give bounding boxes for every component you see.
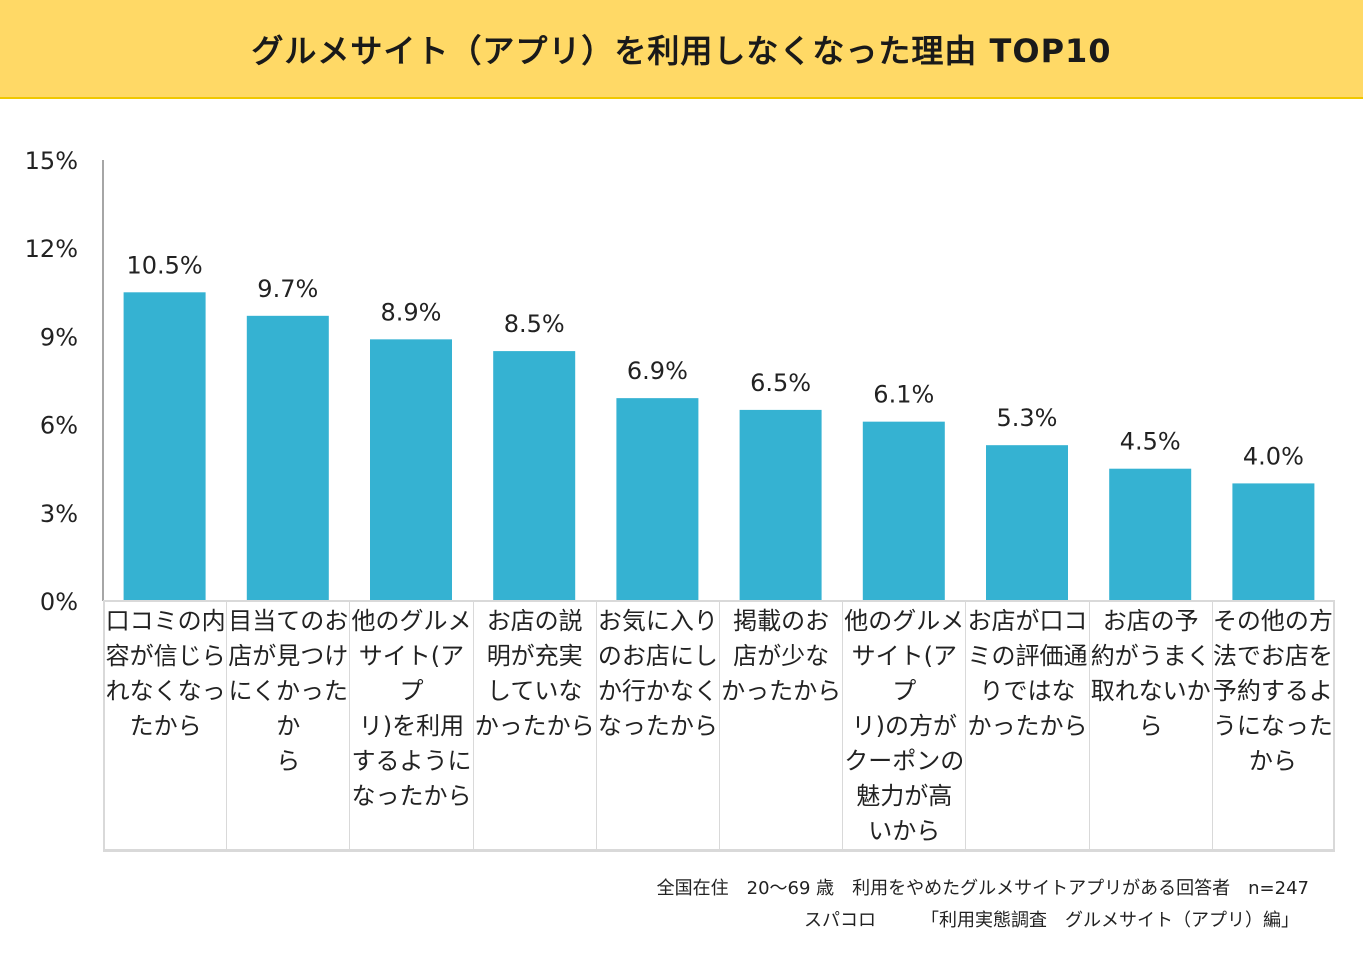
y-tick-label: 9% <box>40 323 78 351</box>
bar <box>616 398 699 601</box>
x-category-label: 掲載のお 店が少な かったから <box>719 601 843 852</box>
bar-value-label: 8.5% <box>504 310 565 338</box>
title-banner: グルメサイト（アプリ）を利用しなくなった理由 TOP10 <box>0 0 1363 99</box>
bar-value-label: 6.5% <box>750 369 811 397</box>
x-category-label: お店が口コ ミの評価通 りではな かったから <box>965 601 1089 852</box>
y-tick-label: 12% <box>25 235 78 263</box>
source-note-respondents: 全国在住 20～69 歳 利用をやめたグルメサイトアプリがある回答者 n=247 <box>656 878 1309 899</box>
bar <box>1109 468 1192 601</box>
x-category-label: 目当てのお 店が見つけ にくかったか ら <box>226 601 350 852</box>
bar-value-label: 4.5% <box>1120 428 1181 456</box>
x-category-label: お店の予 約がうまく 取れないか ら <box>1088 601 1212 852</box>
x-category-label: お店の説 明が充実 していな かったから <box>472 601 596 852</box>
bar <box>370 339 452 601</box>
y-tick-label: 3% <box>40 500 78 528</box>
bar-value-label: 10.5% <box>126 251 202 279</box>
bar <box>1232 483 1315 601</box>
bar-value-label: 6.1% <box>873 381 934 409</box>
x-category-label: その他の方 法でお店を 予約するよ うになった から <box>1211 601 1335 852</box>
bar-value-label: 6.9% <box>627 357 688 385</box>
bar-value-label: 9.7% <box>257 275 318 303</box>
source-note-survey: スパコロ 「利用実態調査 グルメサイト（アプリ）編」 <box>804 910 1299 931</box>
x-category-label: お気に入り のお店にし か行かなく なったから <box>595 601 719 852</box>
bar <box>862 421 945 601</box>
bar <box>986 445 1068 601</box>
bar-value-label: 4.0% <box>1243 442 1304 470</box>
bar-value-label: 8.9% <box>381 298 442 326</box>
x-category-label: 口コミの内 容が信じら れなくなっ たから <box>103 601 227 852</box>
bar <box>246 315 329 601</box>
bar-value-label: 5.3% <box>997 404 1058 432</box>
x-category-label: 他のグルメ サイト(アプ リ)の方が クーポンの 魅力が高 いから <box>842 601 966 852</box>
y-tick-label: 0% <box>40 588 78 616</box>
bar <box>493 351 576 601</box>
chart-title: グルメサイト（アプリ）を利用しなくなった理由 TOP10 <box>251 31 1112 70</box>
y-tick-label: 15% <box>25 147 78 175</box>
x-category-label: 他のグルメ サイト(アプ リ)を利用 するように なったから <box>349 601 473 852</box>
y-tick-label: 6% <box>40 412 78 440</box>
bar <box>123 292 206 601</box>
bar <box>739 409 822 601</box>
